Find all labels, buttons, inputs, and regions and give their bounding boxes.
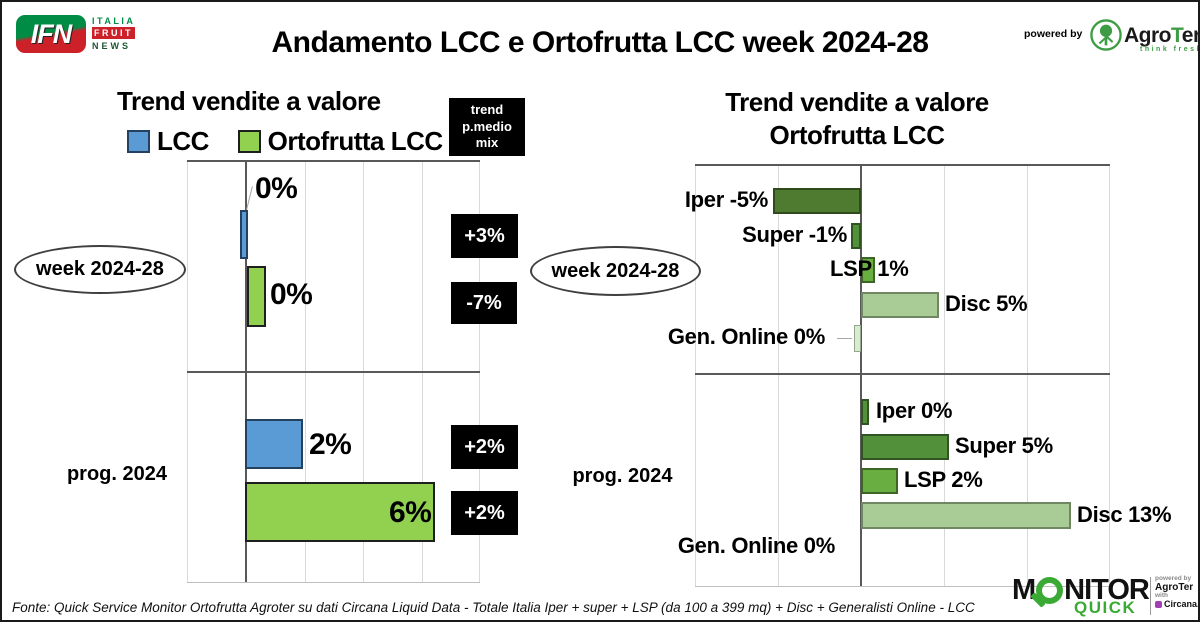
section-divider [695, 373, 1110, 375]
agroter-tagline: think fresh [1140, 46, 1200, 53]
pmedio-week-lcc-box: +3% [451, 214, 518, 258]
monitor-circana: Circana. [1155, 599, 1200, 610]
monitor-powered-by: powered by [1155, 575, 1192, 582]
ifn-italia-label: ITALIA [92, 16, 136, 26]
gridline [944, 166, 945, 586]
prog-lsp-bar [861, 468, 898, 494]
ifn-fruit-label: FRUIT [92, 27, 136, 39]
left-week-oval-label: week 2024-28 [14, 245, 186, 294]
ifn-logo-text: IFN [30, 18, 72, 49]
left-prog-label: prog. 2024 [66, 463, 168, 485]
prog-iper-label: Iper 0% [876, 398, 953, 423]
left-chart-plot: 0% 0% 2% 6% [187, 160, 480, 583]
right-week-oval-label: week 2024-28 [530, 246, 701, 296]
monitor-m: M [1012, 574, 1036, 606]
prog-iper-bar [861, 399, 869, 425]
pmedio-week-orto-box: -7% [451, 282, 517, 324]
ifn-logo: IFN [16, 15, 86, 53]
gridline [695, 166, 696, 586]
circana-label: Circana. [1164, 599, 1200, 610]
left-prog-lcc-value: 2% [309, 428, 352, 461]
right-prog-label: prog. 2024 [572, 465, 673, 487]
source-note: Fonte: Quick Service Monitor Ortofrutta … [12, 600, 975, 615]
agroter-name-t: T [1171, 24, 1182, 47]
monitor-agroter: AgroTer [1155, 581, 1194, 593]
left-prog-orto-bar [245, 482, 435, 542]
monitor-quick-logo: M NITOR [1012, 574, 1150, 608]
left-prog-orto-value: 6% [389, 496, 432, 529]
gridline [1027, 166, 1028, 586]
week-online-label: Gen. Online 0% [667, 324, 825, 349]
week-iper-label: Iper -5% [684, 187, 768, 212]
prog-lsp-label: LSP 2% [904, 467, 983, 492]
ifn-logo-wordmark: ITALIA FRUIT NEWS [92, 16, 136, 51]
left-week-lcc-bar [240, 210, 248, 259]
week-lsp-bar [861, 257, 875, 283]
prog-disc-bar [861, 502, 1071, 529]
prog-disc-label: Disc 13% [1077, 502, 1172, 527]
agroter-name-pre: Agro [1124, 24, 1172, 47]
right-chart-title-line2: Ortofrutta LCC [769, 120, 945, 150]
week-iper-bar [773, 188, 861, 214]
left-chart-title: Trend vendite a valore [117, 86, 381, 116]
pmedio-header-box: trend p.medio mix [449, 98, 525, 156]
circana-icon [1155, 601, 1162, 609]
gridline [1109, 166, 1110, 586]
agroter-wordmark: AgroTer [1124, 24, 1200, 48]
week-lsp-label: LSP 1% [830, 256, 909, 281]
monitor-nitor: NITOR [1064, 574, 1150, 606]
logo-separator [1150, 577, 1151, 615]
week-online-bar [854, 325, 861, 352]
leader-line [246, 186, 253, 210]
left-week-orto-bar [247, 266, 266, 327]
gridline [778, 166, 779, 586]
legend-orto-swatch [237, 130, 261, 153]
week-disc-label: Disc 5% [945, 291, 1028, 316]
week-super-bar [851, 223, 861, 249]
week-disc-bar [861, 292, 939, 318]
legend-lcc-swatch [127, 130, 150, 153]
left-prog-lcc-bar [245, 419, 303, 469]
prog-super-bar [861, 434, 949, 460]
magnifier-icon [1030, 577, 1064, 608]
leader-line [837, 338, 852, 339]
monitor-powered-block: powered by AgroTer with Circana. [1155, 575, 1200, 610]
right-chart-title: Trend vendite a valore Ortofrutta LCC [667, 86, 1047, 152]
ifn-news-label: NEWS [92, 41, 131, 51]
agroter-logo-icon [1090, 19, 1122, 56]
left-week-orto-value: 0% [270, 278, 313, 311]
powered-by-label: powered by [1024, 28, 1083, 40]
page-title: Andamento LCC e Ortofrutta LCC week 2024… [271, 26, 929, 59]
right-chart-plot: Iper -5% Super -1% LSP 1% Disc 5% Gen. O… [668, 164, 1172, 587]
pmedio-prog-lcc-box: +2% [451, 425, 518, 469]
agroter-name-post: er [1181, 24, 1200, 47]
monitor-quick-label: QUICK [1074, 598, 1137, 617]
left-chart-legend: LCC Ortofrutta LCC [127, 126, 443, 157]
prog-super-label: Super 5% [955, 433, 1053, 458]
week-super-label: Super -1% [742, 222, 847, 247]
zero-axis [860, 166, 862, 586]
section-divider [187, 371, 480, 373]
prog-online-label: Gen. Online 0% [677, 533, 835, 558]
legend-lcc-label: LCC [157, 126, 209, 156]
monitor-with: with [1155, 592, 1168, 600]
pmedio-prog-orto-box: +2% [451, 491, 518, 535]
legend-orto-label: Ortofrutta LCC [267, 126, 443, 156]
right-chart-title-line1: Trend vendite a valore [725, 87, 989, 117]
left-week-lcc-value: 0% [255, 172, 298, 205]
